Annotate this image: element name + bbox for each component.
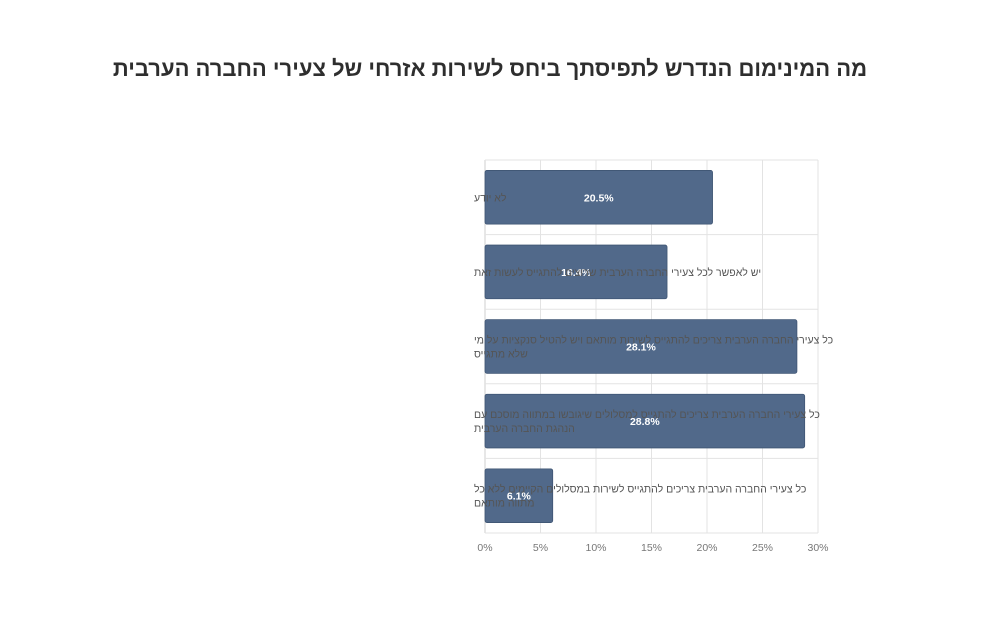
- data-label: 28.1%: [626, 342, 656, 354]
- data-label: 20.5%: [584, 192, 614, 204]
- x-tick-label: 10%: [585, 542, 606, 554]
- category-label: יש לאפשר לכל צעירי החברה הערבית שרוצים ל…: [474, 267, 761, 279]
- bar: [484, 468, 554, 523]
- x-tick-label: 20%: [696, 542, 717, 554]
- chart-title: מה המינימום הנדרש לתפיסתך ביחס לשירות אז…: [112, 56, 868, 81]
- bar-layer: [484, 170, 806, 523]
- data-label: 16.4%: [561, 267, 591, 279]
- data-label: 28.8%: [630, 416, 660, 428]
- category-label: מתווה מותאם: [474, 498, 534, 510]
- label-layer: 0% 5% 10% 15% 20% 25% 30% 20.5% לא יודע 16.4%יש ל…: [474, 192, 833, 554]
- x-tick-label: 5%: [533, 542, 548, 554]
- category-label: כל צעירי החברה הערבית צריכים להתגייס למס…: [474, 409, 820, 421]
- category-label: שלא מתגייס: [474, 349, 528, 361]
- x-tick-label: 0%: [477, 542, 492, 554]
- category-label: לא יודע: [474, 192, 507, 204]
- category-label: הנהגת החברה הערבית: [474, 423, 575, 435]
- x-tick-label: 30%: [807, 542, 828, 554]
- category-label: כל צעירי החברה הערבית צריכים להתגייס לשי…: [474, 335, 833, 347]
- bar: [484, 170, 713, 225]
- category-label: כל צעירי החברה הערבית צריכים להתגייס לשי…: [474, 484, 806, 496]
- data-label: 6.1%: [507, 491, 532, 503]
- bar: [484, 319, 798, 374]
- bar: [484, 244, 668, 300]
- bar: [484, 393, 806, 449]
- x-tick-label: 25%: [752, 542, 773, 554]
- x-tick-label: 15%: [641, 542, 662, 554]
